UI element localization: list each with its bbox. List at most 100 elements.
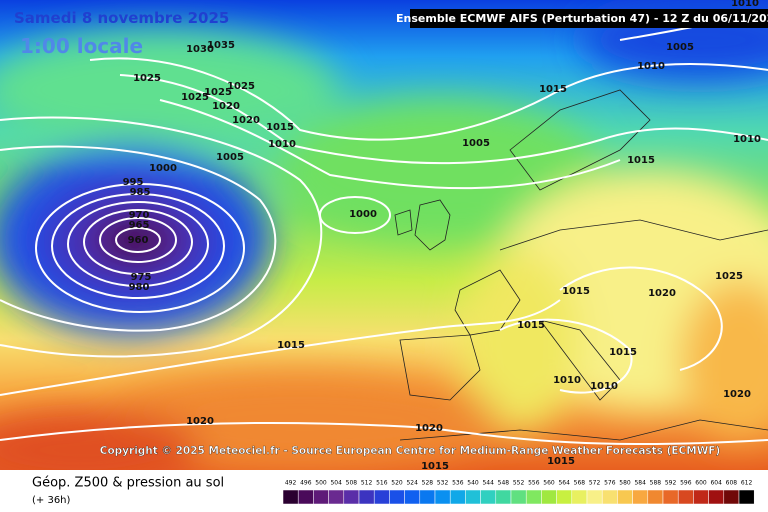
- scale-label: 580: [619, 480, 631, 487]
- isobar-label: 1025: [181, 92, 209, 103]
- scale-swatch: [541, 489, 557, 505]
- scale-label: 504: [330, 480, 342, 487]
- isobar-label: 1035: [207, 40, 235, 51]
- isobar-label: 1025: [133, 73, 161, 84]
- scale-label: 496: [300, 480, 312, 487]
- scale-label: 544: [482, 480, 494, 487]
- scale-label: 500: [315, 480, 327, 487]
- isobar-label: 1005: [666, 42, 694, 53]
- scale-swatch: [738, 489, 755, 505]
- subtitle: 1:00 locale: [20, 34, 143, 58]
- isobar-label: 975: [131, 272, 152, 283]
- scale-label: 552: [513, 480, 525, 487]
- isobar-label: 960: [128, 235, 149, 246]
- scale-label: 512: [361, 480, 373, 487]
- scale-label: 560: [543, 480, 555, 487]
- isobar-label: 1015: [277, 340, 305, 351]
- scale-swatch: [586, 489, 603, 505]
- isobar-label: 1025: [204, 87, 232, 98]
- scale-label: 548: [498, 480, 510, 487]
- scale-swatch: [343, 489, 360, 505]
- scale-label: 516: [376, 480, 388, 487]
- scale-swatch: [662, 489, 679, 505]
- scale-swatch: [465, 489, 481, 505]
- scale-swatch: [556, 489, 573, 505]
- isobar-label: 1020: [232, 115, 260, 126]
- scale-swatch: [723, 489, 740, 505]
- isobar-label: 970: [129, 210, 150, 221]
- scale-label: 600: [695, 480, 707, 487]
- scale-label: 572: [589, 480, 601, 487]
- scale-swatch: [313, 489, 329, 505]
- scale-swatch: [601, 489, 618, 505]
- header: Ensemble ECMWF AIFS (Perturbation 47) - …: [396, 12, 768, 25]
- scale-swatch: [510, 489, 527, 505]
- isobar-label: 1000: [149, 163, 177, 174]
- scale-swatch: [449, 489, 466, 505]
- scale-label: 592: [665, 480, 677, 487]
- scale-label: 528: [422, 480, 434, 487]
- scale-swatch: [525, 489, 542, 505]
- scale-swatch: [708, 489, 725, 505]
- scale-swatch: [480, 489, 497, 505]
- isobar-label: 1010: [590, 381, 618, 392]
- scale-label: 604: [710, 480, 722, 487]
- scale-label: 588: [650, 480, 662, 487]
- isobar-label: 980: [129, 282, 150, 293]
- scale-label: 524: [406, 480, 418, 487]
- scale-swatch: [373, 489, 390, 505]
- scale-swatch: [434, 489, 451, 505]
- isobar-label: 985: [130, 187, 151, 198]
- scale-label: 508: [346, 480, 358, 487]
- copyright: Copyright © 2025 Meteociel.fr - Source E…: [100, 445, 721, 457]
- scale-label: 584: [634, 480, 646, 487]
- scale-swatch: [495, 489, 512, 505]
- isobar-label: 1030: [186, 44, 214, 55]
- scale-swatch: [358, 489, 375, 505]
- legend-note: (+ 36h): [32, 495, 71, 506]
- scale-swatch: [617, 489, 633, 505]
- scale-label: 612: [741, 480, 753, 487]
- isobar-label: 1020: [648, 288, 676, 299]
- scale-swatch: [677, 489, 694, 505]
- isobar-label: 1025: [227, 81, 255, 92]
- isobar-label: 1015: [547, 456, 575, 467]
- scale-label: 540: [467, 480, 479, 487]
- legend-title: Géop. Z500 & pression au sol: [32, 476, 224, 491]
- isobar-label: 1020: [212, 101, 240, 112]
- isobar-label: 1025: [715, 271, 743, 282]
- scale-swatch: [632, 489, 649, 505]
- scale-swatch: [647, 489, 664, 505]
- scale-label: 532: [437, 480, 449, 487]
- isobar-label: 1015: [609, 347, 637, 358]
- scale-label: 608: [726, 480, 738, 487]
- isobar-labels: 1030103510251025102510251020102010151010…: [123, 0, 761, 472]
- title: Samedi 8 novembre 2025: [14, 9, 229, 27]
- isobar-label: 1005: [462, 138, 490, 149]
- scale-swatch: [404, 489, 421, 505]
- isobar-label: 1000: [349, 209, 377, 220]
- isobar-label: 1020: [415, 423, 443, 434]
- scale-swatch: [693, 489, 709, 505]
- isobar-label: 1015: [517, 320, 545, 331]
- isobar-label: 965: [129, 220, 150, 231]
- scale-label: 536: [452, 480, 464, 487]
- header-box: [410, 9, 768, 28]
- isobar-label: 1015: [421, 461, 449, 472]
- scale-label: 492: [285, 480, 297, 487]
- scale-swatch: [389, 489, 405, 505]
- scale-label: 556: [528, 480, 540, 487]
- isobar-label: 1015: [266, 122, 294, 133]
- isobar-label: 1010: [733, 134, 761, 145]
- isobar-label: 1015: [627, 155, 655, 166]
- isobar-label: 1010: [268, 139, 296, 150]
- scale-label: 576: [604, 480, 616, 487]
- scale-swatch: [328, 489, 345, 505]
- isobars: [0, 9, 768, 446]
- scale-swatch: [297, 489, 314, 505]
- isobar-label: 1020: [186, 416, 214, 427]
- isobar-label: 1015: [539, 84, 567, 95]
- isobar-label: 1010: [731, 0, 759, 9]
- isobar-label: 995: [123, 177, 144, 188]
